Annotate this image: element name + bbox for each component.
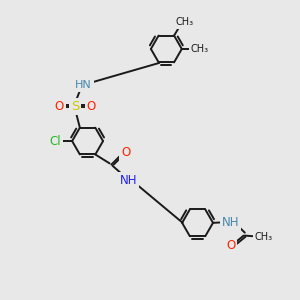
- Text: O: O: [55, 100, 64, 113]
- Text: Cl: Cl: [50, 135, 61, 148]
- Text: NH: NH: [120, 173, 138, 187]
- Text: CH₃: CH₃: [176, 17, 194, 27]
- Text: CH₃: CH₃: [254, 232, 272, 242]
- Text: S: S: [71, 100, 80, 113]
- Text: NH: NH: [222, 216, 240, 229]
- Text: O: O: [226, 238, 235, 252]
- Text: O: O: [121, 146, 130, 159]
- Text: O: O: [87, 100, 96, 113]
- Text: HN: HN: [75, 80, 92, 90]
- Text: CH₃: CH₃: [190, 44, 209, 54]
